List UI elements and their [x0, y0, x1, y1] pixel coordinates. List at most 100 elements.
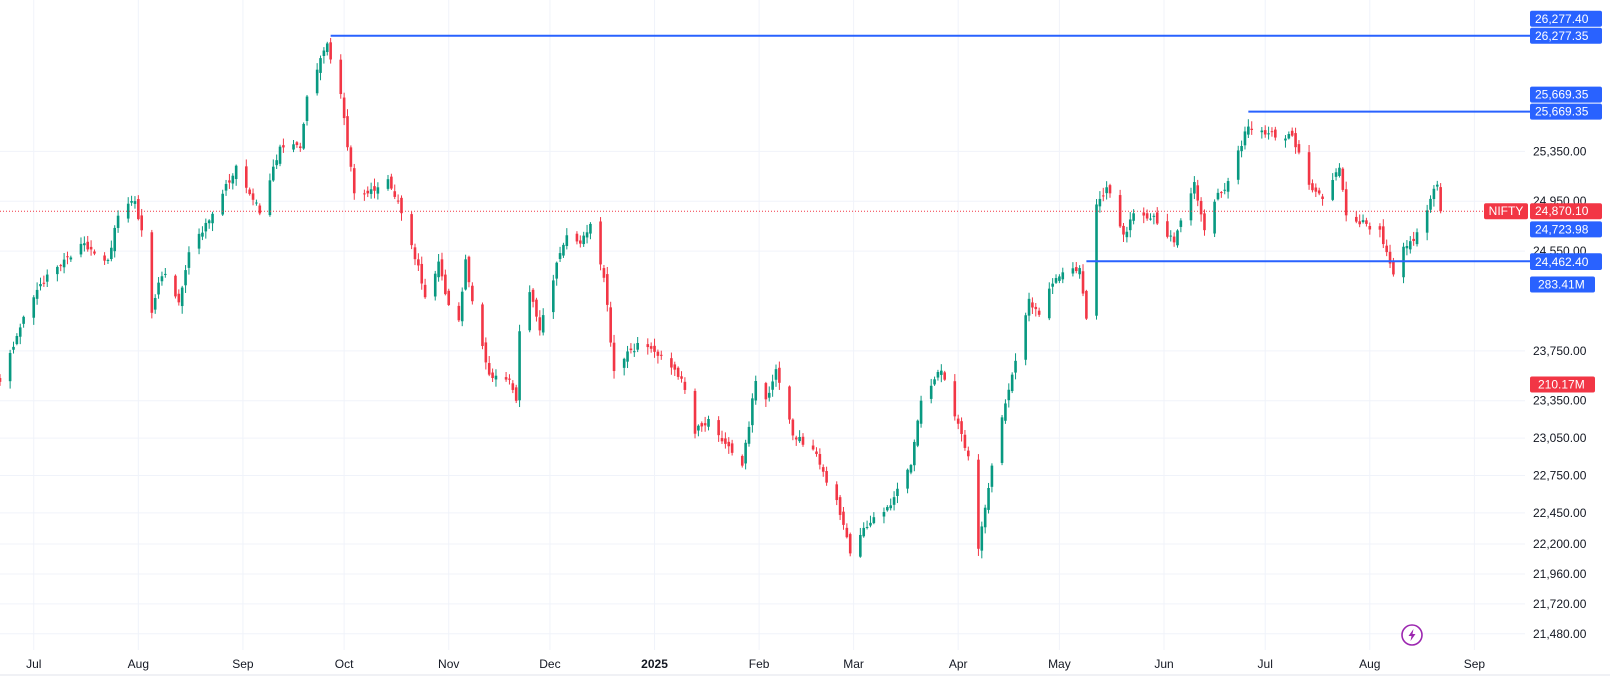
candle-body [649, 346, 653, 349]
candle-body [322, 50, 326, 56]
candle-body [555, 262, 558, 279]
candle-body [1061, 272, 1065, 280]
candle-body [835, 484, 839, 501]
candle-body [1054, 278, 1058, 283]
candle-body [1010, 374, 1014, 392]
candle-body [1429, 198, 1432, 210]
candle-body [589, 223, 592, 234]
candle-body [818, 454, 822, 465]
current-price-label: 24,870.10 [1535, 204, 1589, 218]
level-price-tag-label: 25,669.35 [1535, 105, 1589, 119]
candle-body [204, 222, 208, 232]
candle-body [869, 522, 872, 526]
candle-body [298, 146, 302, 149]
candle-body [1435, 184, 1439, 187]
horizontal-levels[interactable] [330, 34, 1533, 263]
candle-body [1101, 195, 1105, 197]
candle-body [1307, 152, 1311, 185]
candle-body [1027, 298, 1031, 316]
candle-body [700, 423, 704, 427]
candle-body [956, 418, 960, 424]
candle-body [417, 259, 420, 266]
candle-body [767, 392, 771, 398]
candle-body [1024, 315, 1027, 360]
candle-body [1355, 216, 1358, 222]
candle-body [1176, 230, 1179, 246]
candle-body [1216, 192, 1220, 200]
candle-body [1432, 188, 1436, 200]
candle-body [329, 42, 332, 60]
candle-body [670, 358, 673, 368]
candle-body [56, 266, 59, 275]
candle-body [420, 263, 424, 284]
candle-body [1051, 283, 1054, 287]
candle-body [481, 304, 484, 346]
price-tag [1530, 86, 1602, 103]
lightning-icon[interactable] [1401, 624, 1423, 646]
current-price-tag [1530, 203, 1602, 220]
x-tick-label: Dec [539, 657, 560, 671]
candle-body [653, 345, 656, 352]
candle-body [606, 274, 609, 305]
candle-body [916, 420, 919, 446]
candle-body [110, 247, 113, 260]
candle-body [39, 284, 42, 287]
candle-body [673, 364, 677, 370]
candle-body [66, 256, 69, 258]
candle-body [1196, 185, 1200, 201]
time-axis[interactable]: Jul Aug Sep Oct Nov Dec 2025 Feb Mar Apr May Jun Jul… [26, 657, 1485, 671]
candle-body [842, 511, 845, 525]
y-tick-label: 25,350.00 [1533, 144, 1587, 158]
candle-body [1287, 134, 1291, 139]
candle-body [423, 284, 427, 298]
y-tick-label: 23,350.00 [1533, 394, 1587, 408]
candle-body [1274, 129, 1277, 138]
candle-body [184, 270, 187, 286]
volume-tag-label: 210.17M [1538, 377, 1585, 391]
candle-body [180, 287, 184, 307]
candle-body [889, 505, 893, 509]
y-tick-label: 21,960.00 [1533, 567, 1587, 581]
candle-body [1392, 261, 1395, 275]
candle-body [1405, 246, 1409, 249]
candle-body [720, 438, 724, 442]
price-tag-label: 26,277.40 [1535, 12, 1589, 26]
candle-body [1294, 133, 1297, 148]
candle-body [177, 293, 181, 303]
candle-body [1169, 235, 1173, 237]
candle-body [1145, 213, 1149, 219]
candle-body [86, 241, 90, 250]
candle-body [349, 147, 353, 167]
candle-body [376, 187, 380, 194]
candle-body [1037, 310, 1041, 315]
candle-body [1058, 276, 1061, 281]
symbol-label: NIFTY [1489, 204, 1524, 218]
candle-body [680, 376, 683, 379]
candle-body [1000, 417, 1004, 463]
candle-body [325, 43, 329, 53]
candle-body [1388, 251, 1392, 264]
candle-body [892, 497, 896, 505]
candle-body [896, 488, 899, 497]
candle-body [221, 193, 224, 215]
candle-body [636, 342, 639, 350]
candle-body [552, 280, 555, 313]
candle-body [609, 307, 612, 343]
candle-body [460, 291, 464, 322]
y-tick-label: 22,200.00 [1533, 537, 1587, 551]
candle-body [1368, 225, 1372, 230]
candle-body [140, 215, 144, 231]
candle-body [936, 372, 940, 378]
candle-body [1236, 150, 1240, 180]
candle-body [302, 123, 305, 149]
x-tick-label: Jun [1154, 657, 1173, 671]
candle-body [538, 317, 542, 331]
x-tick-label: Sep [232, 657, 254, 671]
x-tick-label: Nov [438, 657, 459, 671]
candle-body [906, 469, 909, 489]
candle-body [599, 221, 602, 265]
candle-body [1378, 226, 1382, 230]
candle-body [1314, 187, 1318, 192]
candle-body [508, 378, 511, 380]
